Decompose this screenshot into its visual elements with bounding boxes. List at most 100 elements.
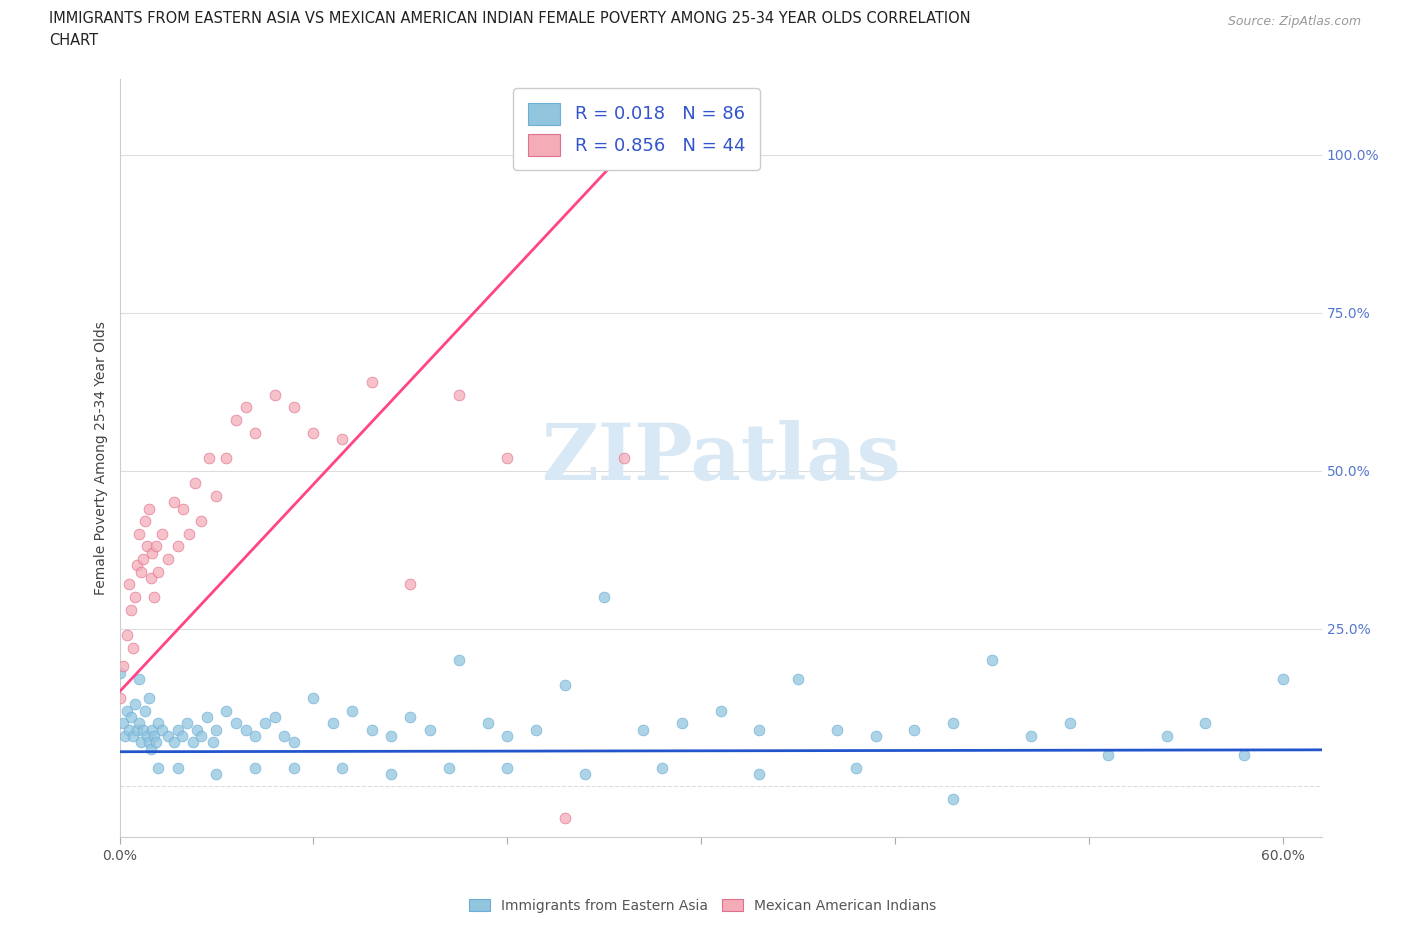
Point: [181, 735, 204, 750]
Point: [340, 703, 363, 718]
Point: [1097, 748, 1119, 763]
Point: [825, 723, 848, 737]
Point: [108, 691, 131, 706]
Point: [709, 703, 731, 718]
Point: [225, 716, 247, 731]
Point: [112, 659, 135, 674]
Point: [184, 476, 207, 491]
Legend: Immigrants from Eastern Asia, Mexican American Indians: Immigrants from Eastern Asia, Mexican Am…: [464, 894, 942, 919]
Point: [138, 501, 160, 516]
Point: [322, 716, 344, 731]
Point: [574, 766, 596, 781]
Point: [524, 723, 547, 737]
Point: [128, 671, 150, 686]
Y-axis label: Female Poverty Among 25-34 Year Olds: Female Poverty Among 25-34 Year Olds: [94, 321, 108, 595]
Point: [903, 723, 925, 737]
Point: [150, 526, 173, 541]
Point: [129, 565, 152, 579]
Point: [981, 653, 1004, 668]
Point: [380, 728, 402, 743]
Point: [186, 723, 208, 737]
Point: [245, 728, 267, 743]
Point: [360, 375, 382, 390]
Point: [1156, 728, 1178, 743]
Point: [942, 716, 965, 731]
Text: Source: ZipAtlas.com: Source: ZipAtlas.com: [1227, 15, 1361, 28]
Point: [195, 710, 218, 724]
Point: [205, 723, 228, 737]
Point: [419, 723, 441, 737]
Point: [122, 640, 145, 655]
Point: [447, 388, 470, 403]
Point: [273, 728, 295, 743]
Point: [197, 451, 219, 466]
Point: [215, 451, 238, 466]
Point: [156, 551, 179, 566]
Legend: R = 0.018   N = 86, R = 0.856   N = 44: R = 0.018 N = 86, R = 0.856 N = 44: [513, 88, 759, 170]
Point: [748, 766, 770, 781]
Text: IMMIGRANTS FROM EASTERN ASIA VS MEXICAN AMERICAN INDIAN FEMALE POVERTY AMONG 25-: IMMIGRANTS FROM EASTERN ASIA VS MEXICAN …: [49, 11, 970, 26]
Point: [845, 760, 868, 775]
Point: [145, 539, 167, 554]
Point: [671, 716, 693, 731]
Point: [447, 653, 470, 668]
Point: [166, 539, 188, 554]
Point: [156, 728, 179, 743]
Point: [496, 451, 519, 466]
Point: [613, 451, 636, 466]
Point: [141, 723, 163, 737]
Point: [118, 723, 141, 737]
Point: [205, 488, 228, 503]
Point: [129, 735, 152, 750]
Point: [114, 728, 136, 743]
Point: [125, 723, 148, 737]
Point: [173, 501, 195, 516]
Point: [139, 571, 162, 586]
Point: [138, 691, 160, 706]
Point: [145, 735, 167, 750]
Point: [593, 590, 616, 604]
Point: [128, 526, 150, 541]
Point: [143, 728, 166, 743]
Point: [360, 723, 382, 737]
Point: [621, 135, 644, 150]
Point: [865, 728, 887, 743]
Point: [190, 728, 212, 743]
Point: [302, 691, 325, 706]
Point: [138, 735, 160, 750]
Point: [380, 766, 402, 781]
Point: [283, 400, 305, 415]
Point: [148, 716, 170, 731]
Point: [166, 760, 188, 775]
Point: [263, 710, 285, 724]
Point: [399, 577, 422, 591]
Point: [166, 723, 188, 737]
Point: [496, 760, 519, 775]
Point: [201, 735, 224, 750]
Point: [554, 811, 576, 826]
Point: [253, 716, 276, 731]
Point: [748, 723, 770, 737]
Point: [135, 539, 157, 554]
Point: [235, 400, 257, 415]
Point: [399, 710, 422, 724]
Point: [125, 558, 148, 573]
Point: [118, 577, 141, 591]
Point: [132, 723, 155, 737]
Point: [148, 565, 170, 579]
Point: [235, 723, 257, 737]
Point: [163, 495, 186, 510]
Point: [942, 791, 965, 806]
Point: [631, 723, 654, 737]
Point: [245, 425, 267, 440]
Point: [437, 760, 460, 775]
Point: [120, 603, 142, 618]
Point: [787, 671, 810, 686]
Point: [1194, 716, 1216, 731]
Point: [651, 760, 673, 775]
Point: [332, 760, 354, 775]
Point: [1059, 716, 1081, 731]
Text: ZIPatlas: ZIPatlas: [541, 420, 900, 496]
Point: [135, 728, 157, 743]
Point: [245, 760, 267, 775]
